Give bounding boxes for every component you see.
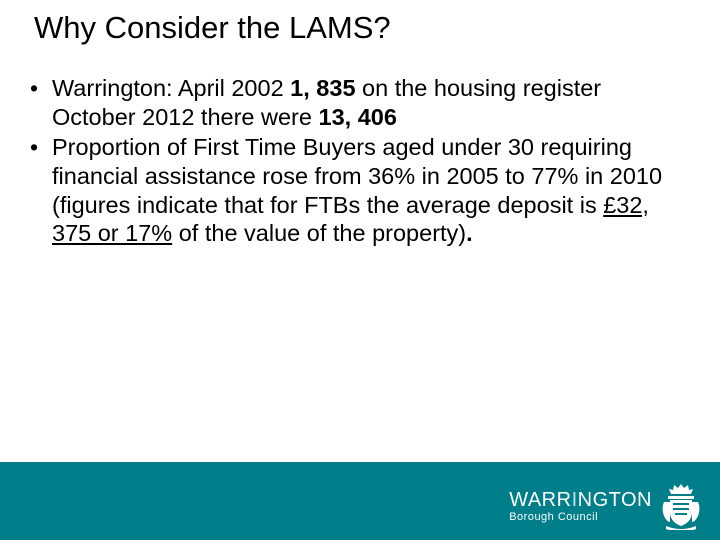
logo-line2: Borough Council [509,512,652,523]
logo-line1: WARRINGTON [509,490,652,510]
bullet-list: Warrington: April 2002 1, 835 on the hou… [26,74,686,248]
footer-bar: WARRINGTON Borough Council [0,462,720,540]
bullet-item: Warrington: April 2002 1, 835 on the hou… [26,74,686,131]
slide: Why Consider the LAMS? Warrington: April… [0,0,720,540]
slide-body: Warrington: April 2002 1, 835 on the hou… [26,74,686,250]
logo-line1-prefix: WARR [509,489,571,511]
slide-title: Why Consider the LAMS? [34,10,391,46]
logo-text: WARRINGTON Borough Council [509,490,652,523]
logo-line1-suffix: NGTON [578,489,652,511]
council-logo: WARRINGTON Borough Council [509,482,702,530]
crest-icon [660,482,702,530]
bullet-item: Proportion of First Time Buyers aged und… [26,133,686,248]
